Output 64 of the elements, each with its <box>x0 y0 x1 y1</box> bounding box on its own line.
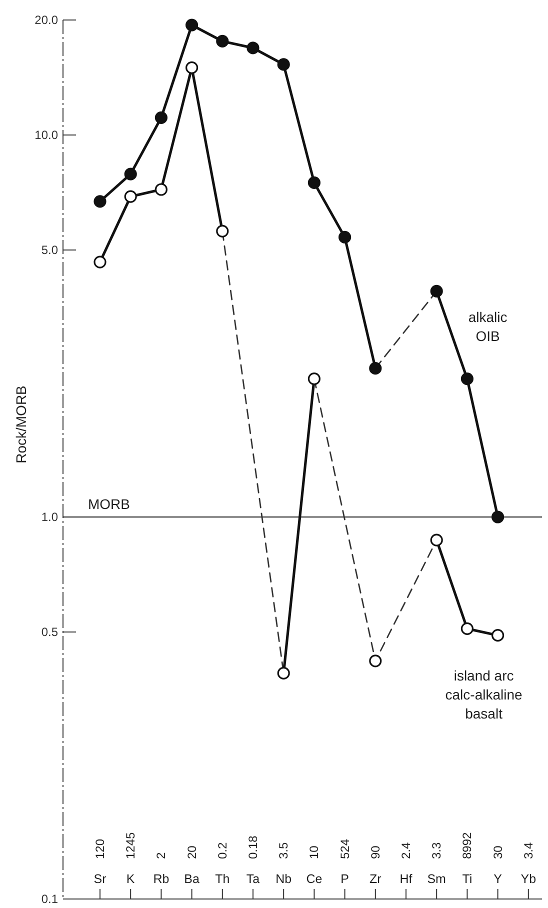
y-tick-label: 0.5 <box>41 625 58 640</box>
x-tick-label: Y <box>494 872 503 886</box>
annotation: 2.4 <box>399 842 413 859</box>
x-tick-label: K <box>126 872 136 886</box>
y-tick-label: 1.0 <box>41 510 58 524</box>
point <box>308 176 320 190</box>
annotation: 524 <box>338 838 352 859</box>
y-tick-label: 20.0 <box>34 13 58 28</box>
ref-line-label: MORB <box>88 496 130 512</box>
point <box>186 61 198 74</box>
text: island arc calc-alkaline basalt <box>445 667 523 722</box>
x-tick-label: Zr <box>369 872 382 886</box>
x-tick-label: Ta <box>246 872 260 886</box>
point <box>216 34 229 48</box>
x-tick-label: Hf <box>400 872 413 886</box>
point <box>308 372 320 386</box>
point <box>154 111 168 124</box>
point <box>492 629 504 642</box>
point <box>277 666 290 680</box>
annotation: 20 <box>184 845 199 859</box>
annotation: 0.2 <box>215 842 230 859</box>
point <box>338 230 352 244</box>
x-tick-label: Yb <box>520 872 536 886</box>
point <box>124 190 137 203</box>
point <box>369 654 382 668</box>
x-tick-label: Rb <box>153 872 170 886</box>
point <box>369 362 382 375</box>
point <box>94 256 106 268</box>
annotation: 90 <box>368 845 382 859</box>
point <box>430 534 443 546</box>
point <box>186 18 198 32</box>
y-tick-label: 0.1 <box>41 892 58 906</box>
x-tick-label: Ti <box>462 872 472 886</box>
point <box>460 622 474 636</box>
point <box>216 224 229 238</box>
series-label: alkalic OIB <box>468 308 508 344</box>
point <box>124 168 137 180</box>
annotation: 30 <box>490 845 505 859</box>
annotation: 120 <box>93 838 107 859</box>
annotation: 3.4 <box>521 842 536 859</box>
x-tick-label: Ce <box>306 872 322 886</box>
x-tick-label: P <box>340 872 349 886</box>
x-tick-label: Sm <box>427 872 446 886</box>
point <box>430 284 443 298</box>
point <box>154 183 168 196</box>
x-tick-label: Sr <box>94 872 106 886</box>
annotation: 0.18 <box>246 835 260 859</box>
annotation: 8992 <box>460 832 474 859</box>
x-tick-label: Ba <box>184 872 200 886</box>
point <box>460 372 474 386</box>
point <box>277 58 290 71</box>
annotation: 10 <box>307 845 322 859</box>
point <box>492 510 504 524</box>
y-tick-label: 5.0 <box>41 243 58 258</box>
x-tick-label: Nb <box>276 872 292 886</box>
y-tick-label: 10.0 <box>34 128 58 142</box>
point <box>94 195 106 208</box>
x-tick-label: Th <box>215 872 230 886</box>
annotation: 3.3 <box>430 842 444 859</box>
annotation: 3.5 <box>276 842 291 859</box>
annotation: 2 <box>154 852 168 859</box>
point <box>246 42 260 54</box>
annotation: 1245 <box>124 832 138 859</box>
y-axis-title: Rock/MORB <box>13 386 29 464</box>
